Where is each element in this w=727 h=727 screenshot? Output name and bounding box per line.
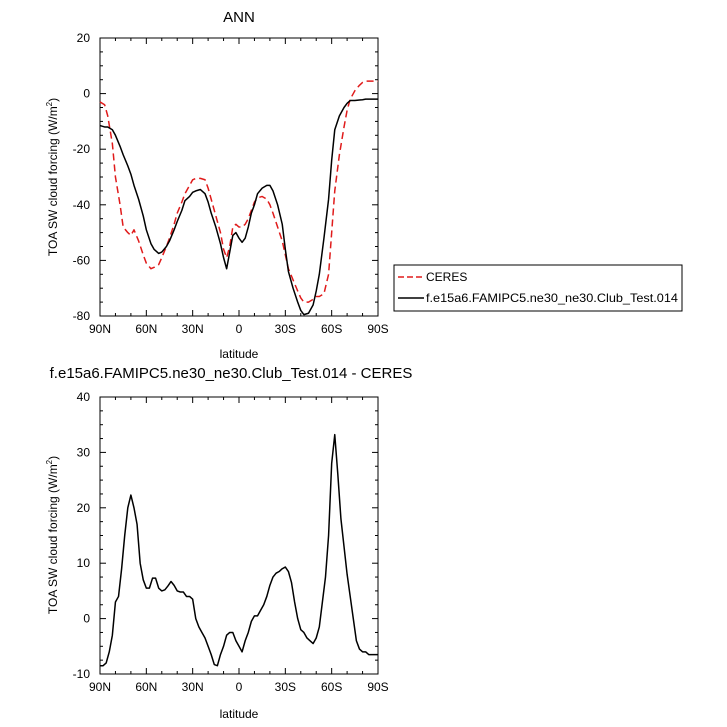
top-chart-y-axis-label-sup: 2 (45, 101, 54, 106)
bottom-x-tick-label: 90N (89, 680, 111, 694)
top-chart-y-axis-label-close: ) (46, 98, 60, 102)
legend-label-ceres: CERES (426, 270, 467, 284)
top-chart-x-ticks: 90N 60N 30N 0 30S 60S 90S (89, 38, 389, 336)
top-x-tick-label: 30S (275, 322, 296, 336)
bottom-y-tick-label: -10 (73, 667, 91, 681)
top-chart-y-axis-label-main: TOA SW cloud forcing (W/m (46, 106, 60, 256)
bottom-y-tick-label: 20 (77, 501, 91, 515)
top-chart-series-group (99, 80, 378, 316)
bottom-x-tick-label: 60N (135, 680, 157, 694)
top-chart-x-axis-label: latitude (220, 347, 259, 361)
top-chart-panel: ANN 90N 60N 30N 0 30S 60S 90S -80-60-40-20020 … (45, 9, 389, 361)
bottom-chart-y-axis-label-sup: 2 (45, 459, 54, 464)
bottom-y-tick-label: 10 (77, 556, 91, 570)
top-x-tick-label: 90S (367, 322, 388, 336)
top-chart-y-ticks: -80 -60 -40 -20 0 20 (73, 31, 378, 323)
bottom-x-tick-label: 30S (275, 680, 296, 694)
top-series-line-f-e15a6-famipc5-ne30-ne30-club-test-014 (99, 98, 378, 316)
bottom-y-tick-label: 30 (77, 445, 91, 459)
top-y-tick-label: -80 (73, 309, 91, 323)
top-y-tick-label: -40 (73, 198, 91, 212)
bottom-chart-title: f.e15a6.FAMIPC5.ne30_ne30.Club_Test.014 … (50, 365, 413, 382)
bottom-y-tick-label: 0 (83, 612, 90, 626)
bottom-chart-plot-frame (99, 396, 379, 675)
bottom-x-tick-label: 0 (236, 680, 243, 694)
bottom-x-tick-label: 90S (367, 680, 388, 694)
top-y-tick-label: -20 (73, 142, 91, 156)
bottom-chart-x-axis-label: latitude (220, 707, 259, 721)
bottom-chart-y-axis-label-main: TOA SW cloud forcing (W/m (46, 464, 60, 614)
top-x-tick-label: 60N (135, 322, 157, 336)
bottom-x-tick-label: 30N (182, 680, 204, 694)
top-chart-y-axis-label: TOA SW cloud forcing (W/m2) (45, 98, 60, 256)
top-series-line-ceres (99, 80, 378, 303)
legend-label-model: f.e15a6.FAMIPC5.ne30_ne30.Club_Test.014 (426, 291, 678, 305)
bottom-chart-y-axis-label-close: ) (46, 456, 60, 460)
top-chart-title: ANN (223, 9, 255, 26)
top-x-tick-label: 60S (321, 322, 342, 336)
top-x-tick-label: 0 (236, 322, 243, 336)
bottom-chart-panel: f.e15a6.FAMIPC5.ne30_ne30.Club_Test.014 … (45, 365, 412, 721)
top-y-tick-label: 0 (83, 87, 90, 101)
bottom-chart-series-group (100, 433, 378, 667)
top-y-tick-label: -60 (73, 253, 91, 267)
top-y-tick-label: 20 (77, 31, 91, 45)
bottom-series-line-difference (100, 433, 378, 667)
bottom-x-tick-label: 60S (321, 680, 342, 694)
top-x-tick-label: 30N (182, 322, 204, 336)
top-chart-legend: CERES f.e15a6.FAMIPC5.ne30_ne30.Club_Tes… (393, 264, 683, 312)
bottom-chart-x-ticks: 90N 60N 30N 0 30S 60S 90S (89, 397, 389, 694)
bottom-chart-y-ticks: -10 0 10 20 30 40 (73, 390, 378, 681)
bottom-chart-y-axis-label: TOA SW cloud forcing (W/m2) (45, 456, 60, 614)
top-x-tick-label: 90N (89, 322, 111, 336)
bottom-y-tick-label: 40 (77, 390, 91, 404)
legend-box (393, 264, 683, 312)
